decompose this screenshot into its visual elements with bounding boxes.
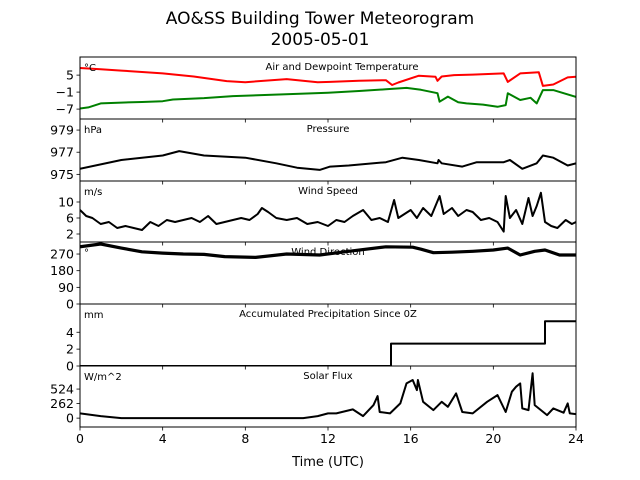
- chart-title-line2: 2005-05-01: [271, 30, 370, 50]
- panel-title: Pressure: [307, 124, 350, 135]
- panel-unit-label: °: [84, 248, 89, 259]
- series-line-pressure: [80, 150, 576, 171]
- y-tick-label: 5: [66, 68, 74, 83]
- y-tick-label: 6: [66, 211, 74, 226]
- panel-air-and-dewpoint-temperature: 5 −1 −7 °C Air and Dewpoint Temperature: [56, 56, 577, 123]
- series-line-air-temperature: [80, 67, 576, 87]
- y-tick-label: 180: [50, 263, 74, 278]
- y-tick-label: 0: [66, 297, 74, 312]
- y-tick-label: 90: [58, 280, 74, 295]
- y-tick-label: 2: [66, 227, 74, 242]
- y-tick-label: 0: [66, 359, 74, 374]
- y-tick-label: −7: [56, 102, 74, 117]
- panel-title: Solar Flux: [303, 371, 353, 382]
- y-tick-label: 975: [50, 167, 74, 182]
- y-tick-label: 0: [66, 411, 74, 426]
- series-line-dewpoint-temperature: [80, 86, 576, 110]
- series-line-solar-flux: [80, 372, 576, 420]
- panel-unit-label: W/m^2: [84, 372, 122, 383]
- panel-unit-label: hPa: [84, 125, 102, 136]
- y-tick-label: 977: [50, 145, 74, 160]
- x-tick-label: 4: [159, 431, 167, 446]
- panel-unit-label: m/s: [84, 187, 102, 198]
- y-tick-label: 10: [58, 195, 74, 210]
- y-tick-label: 979: [50, 123, 74, 138]
- series-line-wind-direction: [80, 242, 576, 259]
- x-tick-label: 8: [241, 431, 249, 446]
- x-tick-label: 0: [76, 431, 84, 446]
- x-tick-label: 12: [320, 431, 336, 446]
- panel-unit-label: °C: [84, 63, 96, 74]
- series-line-wind-speed: [80, 191, 576, 233]
- x-tick-label: 20: [485, 431, 501, 446]
- y-tick-label: 524: [50, 382, 74, 397]
- panel-pressure: 979 977 975 hPa Pressure: [50, 118, 577, 185]
- panel-title: Wind Speed: [298, 186, 358, 197]
- series-line-accumulated-precipitation: [80, 320, 576, 366]
- y-tick-label: 270: [50, 247, 74, 262]
- panel-title: Air and Dewpoint Temperature: [266, 62, 419, 73]
- chart-title-line1: AO&SS Building Tower Meteorogram: [166, 9, 474, 29]
- x-axis-label: Time (UTC): [291, 455, 364, 470]
- panel-title: Accumulated Precipitation Since 0Z: [239, 309, 417, 320]
- y-tick-label: 2: [66, 342, 74, 357]
- y-tick-label: −1: [56, 85, 74, 100]
- x-tick-label: 24: [568, 431, 584, 446]
- x-tick-label: 16: [403, 431, 419, 446]
- panel-title: Wind Direction: [291, 247, 365, 258]
- panel-accumulated-precipitation-since-0z: 4 2 0 mm Accumulated Precipitation Since 0Z: [66, 303, 577, 374]
- y-tick-label: 4: [66, 325, 74, 340]
- panel-unit-label: mm: [84, 310, 103, 321]
- y-tick-label: 262: [50, 396, 74, 411]
